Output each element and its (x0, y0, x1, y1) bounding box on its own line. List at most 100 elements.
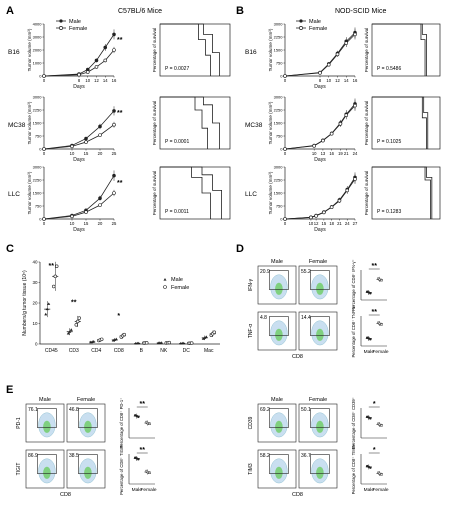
e-left-xlabel: CD8 (60, 492, 71, 498)
b-mc38-xtick-label: 16 (329, 151, 334, 156)
e-right-bar-point (376, 470, 380, 474)
b-llc-xtick-label: 21 (337, 221, 342, 226)
e-right-gate (310, 408, 330, 428)
a-surv-llc-ylabel: Percentage of survival (152, 171, 157, 216)
b-row-label-llc: LLC (245, 191, 257, 198)
b-b16-point-female (283, 74, 287, 78)
e-left-col-male: Male (39, 397, 51, 403)
a-b16-ytick-label: 3000 (33, 35, 43, 40)
a-llc-ytick-label: 3000 (33, 165, 43, 170)
d-col-male: Male (271, 259, 283, 265)
a-llc-ytick-label: 1500 (33, 191, 43, 196)
c-ytick-label: 0 (35, 342, 38, 347)
a-b16-point-female (42, 74, 46, 78)
b-llc-point-female (314, 214, 318, 218)
b-llc-point-female (345, 188, 350, 193)
d-gate (310, 316, 330, 336)
a-b16-point-female (103, 58, 108, 63)
e-left-gate (78, 454, 98, 474)
e-left-bar-point (147, 421, 152, 425)
b-llc-xtick-label: 27 (353, 221, 358, 226)
d-axis-1: TNF-α (248, 324, 254, 338)
b-mc38-xtick-label: 0 (284, 151, 287, 156)
c-point-male (92, 340, 96, 343)
a-llc-ytick-label: 750 (35, 204, 42, 209)
b-llc-xtick-label: 24 (345, 221, 350, 226)
e-right-flow-core (275, 466, 283, 479)
b-b16-ytick-label: 0 (280, 74, 283, 79)
e-left-gate-value: 86.9 (28, 453, 38, 459)
a-llc-xtick-label: 0 (43, 221, 46, 226)
c-sig: ** (49, 263, 55, 270)
b-llc-xtick-label: 15 (322, 221, 327, 226)
e-right-flow-core (275, 420, 283, 433)
a-b16-xtick-label: 12 (94, 78, 99, 83)
b-mc38-point-female (353, 103, 357, 108)
b-b16-ytick-label: 1500 (274, 48, 284, 53)
b-llc-xlabel: Days (314, 227, 326, 233)
d-group-female: Female (373, 349, 389, 355)
a-b16-sig: ** (117, 37, 123, 44)
e-left-bar-point (137, 415, 140, 419)
b-mc38-point-female (321, 138, 325, 143)
a-b16-xtick-label: 8 (78, 78, 81, 83)
c-sig: ** (71, 300, 77, 307)
e-left-flow-core (84, 420, 92, 433)
b-mc38-ytick-label: 750 (276, 134, 283, 139)
b-llc-series-female (284, 178, 356, 220)
c-legend-female-marker (163, 285, 167, 289)
e-left-sig: ** (140, 447, 146, 454)
c-point-female (122, 332, 126, 337)
a-surv-llc-pvalue: P = 0.0011 (165, 209, 189, 215)
c-point-male (45, 307, 49, 311)
e-left-col-female: Female (77, 397, 95, 403)
b-mc38-xtick-label: 24 (353, 151, 358, 156)
b-llc-ytick-label: 3000 (274, 165, 284, 170)
b-mc38-ytick-label: 3000 (274, 95, 284, 100)
a-llc-sig: ** (117, 180, 123, 187)
b-llc-ytick-label: 0 (280, 217, 283, 222)
a-b16-ylabel: Tumor volume (mm³) (27, 28, 32, 71)
d-bar-point (377, 321, 382, 325)
c-point-male (68, 330, 72, 333)
a-mc38-point-female (112, 122, 116, 127)
b-mc38-ylabel: Tumor volume (mm³) (268, 101, 273, 144)
a-mc38-series-male (43, 110, 115, 150)
d-bar-point (377, 277, 382, 281)
b-mc38-xtick-label: 19 (338, 151, 343, 156)
e-left-axis-0: PD-1 (16, 417, 22, 429)
e-right-bar-point (369, 417, 372, 420)
b-mc38-series-female (284, 105, 356, 150)
b-b16-point-female (344, 41, 349, 45)
c-legend-female: Female (171, 285, 189, 291)
d-flow-core (275, 282, 283, 295)
b-mc38-ytick-label: 2250 (274, 108, 284, 113)
b-b16-point-female (353, 32, 357, 37)
a-mc38-sig: ** (117, 110, 123, 117)
b-b16-xtick-label: 14 (344, 78, 349, 83)
e-left-bar-point (137, 458, 140, 461)
a-b16-xtick-label: 10 (85, 78, 90, 83)
d-bar-point (379, 278, 384, 282)
c-point-female (76, 319, 80, 324)
e-left-bar-point (145, 421, 150, 425)
b-surv-llc-ylabel: Percentage of survival (364, 171, 369, 216)
b-llc-point-female (309, 215, 313, 220)
e-right-flow-core (316, 466, 324, 479)
e-right-bar-point (377, 422, 382, 426)
d-gate-value: 4.8 (260, 315, 267, 321)
b-mc38-ytick-label: 1500 (274, 121, 284, 126)
c-point-male (182, 341, 186, 345)
c-point-female (55, 264, 59, 268)
e-right-bar-ylabel: Percentage of CD8⁺ TIM3⁺ (351, 444, 356, 495)
d-group-male: Male (364, 349, 375, 355)
e-right-flow-core (316, 420, 324, 433)
b-mc38-xtick-label: 21 (344, 151, 349, 156)
c-category-label: CD4 (91, 348, 101, 354)
a-llc-point-female (84, 210, 88, 214)
a-mc38-xtick-label: 25 (112, 151, 117, 156)
e-right-gate (269, 454, 289, 474)
e-left-bar-point (147, 470, 152, 474)
b-llc-point-female (337, 199, 342, 203)
